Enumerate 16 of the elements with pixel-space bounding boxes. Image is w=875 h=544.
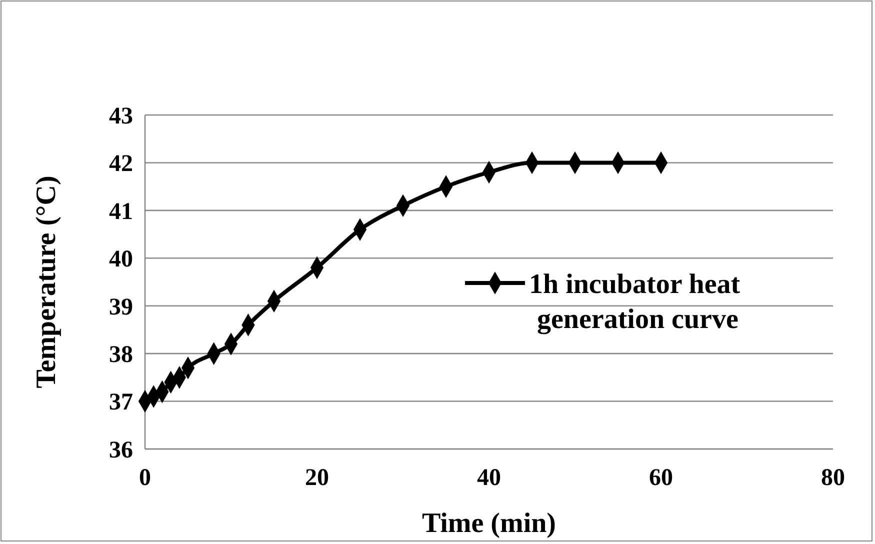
y-tick-label: 38 (109, 342, 133, 368)
y-tick-label: 40 (109, 246, 133, 273)
y-tick-label: 37 (109, 390, 133, 416)
y-tick-label: 36 (109, 437, 133, 464)
y-tick-label: 42 (109, 151, 133, 178)
x-tick-label: 80 (821, 465, 845, 491)
x-tick-label: 0 (139, 465, 151, 491)
y-tick-label: 43 (109, 103, 133, 130)
legend-label: 1h incubator heat generation curve (529, 268, 741, 335)
x-tick-label: 60 (649, 465, 673, 491)
y-tick-label: 41 (109, 198, 133, 225)
y-tick-label: 39 (109, 294, 133, 320)
x-tick-label: 20 (305, 465, 329, 491)
x-tick-label: 40 (477, 465, 501, 491)
x-axis-title: Time (min) (422, 508, 556, 539)
y-axis-title: Temperature (°C) (31, 176, 62, 388)
